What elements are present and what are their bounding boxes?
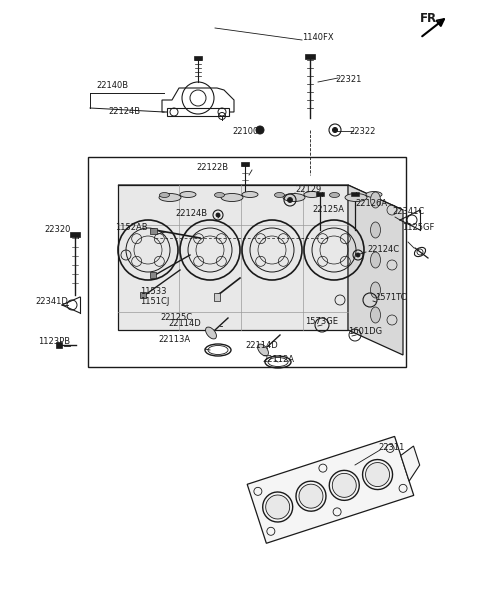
Ellipse shape [159, 194, 181, 201]
Text: 11533: 11533 [140, 287, 167, 296]
Text: 22311: 22311 [378, 443, 404, 452]
Bar [351, 192, 359, 196]
Bar [70, 232, 80, 237]
Ellipse shape [299, 484, 323, 508]
Text: 22126A: 22126A [355, 200, 387, 209]
Polygon shape [348, 185, 403, 355]
Circle shape [216, 213, 220, 217]
Text: FR.: FR. [420, 11, 442, 24]
Ellipse shape [221, 194, 243, 201]
Bar [150, 228, 157, 234]
Text: 1601DG: 1601DG [348, 327, 382, 337]
Circle shape [256, 126, 264, 134]
Bar [316, 192, 324, 196]
Text: 1152AB: 1152AB [115, 224, 148, 232]
Text: 22100: 22100 [232, 126, 258, 135]
Ellipse shape [304, 191, 320, 197]
Ellipse shape [371, 252, 381, 268]
Text: 22114D: 22114D [168, 319, 201, 328]
Text: 22113A: 22113A [158, 336, 190, 344]
Ellipse shape [371, 222, 381, 238]
Text: 1123PB: 1123PB [38, 337, 70, 346]
Bar [194, 56, 202, 60]
Ellipse shape [332, 473, 356, 498]
Text: 22125A: 22125A [312, 204, 344, 213]
Text: 22322: 22322 [349, 126, 375, 135]
Ellipse shape [345, 194, 367, 201]
Text: 1573GE: 1573GE [305, 318, 338, 327]
Text: 22125C: 22125C [160, 313, 192, 322]
Text: 22114D: 22114D [245, 340, 278, 349]
Ellipse shape [371, 307, 381, 323]
Text: 1571TC: 1571TC [375, 293, 407, 303]
Text: 22140B: 22140B [96, 82, 128, 91]
Ellipse shape [159, 193, 169, 197]
Text: 22129: 22129 [295, 185, 321, 194]
Polygon shape [247, 436, 414, 544]
Ellipse shape [275, 193, 285, 197]
Bar [305, 54, 315, 59]
Text: 22320: 22320 [44, 225, 71, 234]
Circle shape [333, 128, 337, 132]
Text: 22112A: 22112A [262, 355, 294, 365]
Polygon shape [401, 446, 420, 481]
Ellipse shape [258, 344, 268, 356]
Text: 1140FX: 1140FX [302, 33, 334, 42]
Text: 1125GF: 1125GF [402, 224, 434, 232]
Circle shape [288, 197, 292, 203]
Text: 22124B: 22124B [175, 210, 207, 219]
Ellipse shape [283, 194, 305, 201]
Bar [167, 108, 229, 116]
Text: 22122B: 22122B [196, 163, 228, 172]
Ellipse shape [180, 191, 196, 197]
Ellipse shape [366, 191, 382, 197]
Circle shape [356, 253, 360, 257]
Bar [241, 162, 249, 166]
Bar [140, 292, 146, 298]
Text: 22321: 22321 [335, 74, 361, 83]
Ellipse shape [371, 192, 381, 208]
Text: 22124C: 22124C [367, 246, 399, 254]
Bar [214, 293, 220, 301]
Polygon shape [118, 185, 348, 330]
Ellipse shape [266, 495, 290, 519]
Ellipse shape [371, 282, 381, 298]
Text: 22341C: 22341C [392, 207, 424, 216]
Ellipse shape [329, 193, 339, 197]
Bar [88, 157, 406, 367]
Polygon shape [162, 88, 234, 112]
Bar [56, 342, 62, 348]
Text: 22341D: 22341D [35, 297, 68, 306]
Ellipse shape [366, 462, 390, 486]
Ellipse shape [242, 191, 258, 197]
Ellipse shape [205, 327, 216, 339]
Text: 1151CJ: 1151CJ [140, 297, 169, 306]
Bar [150, 272, 156, 278]
Ellipse shape [215, 193, 225, 197]
Text: 22124B: 22124B [108, 107, 140, 116]
Polygon shape [118, 185, 403, 210]
